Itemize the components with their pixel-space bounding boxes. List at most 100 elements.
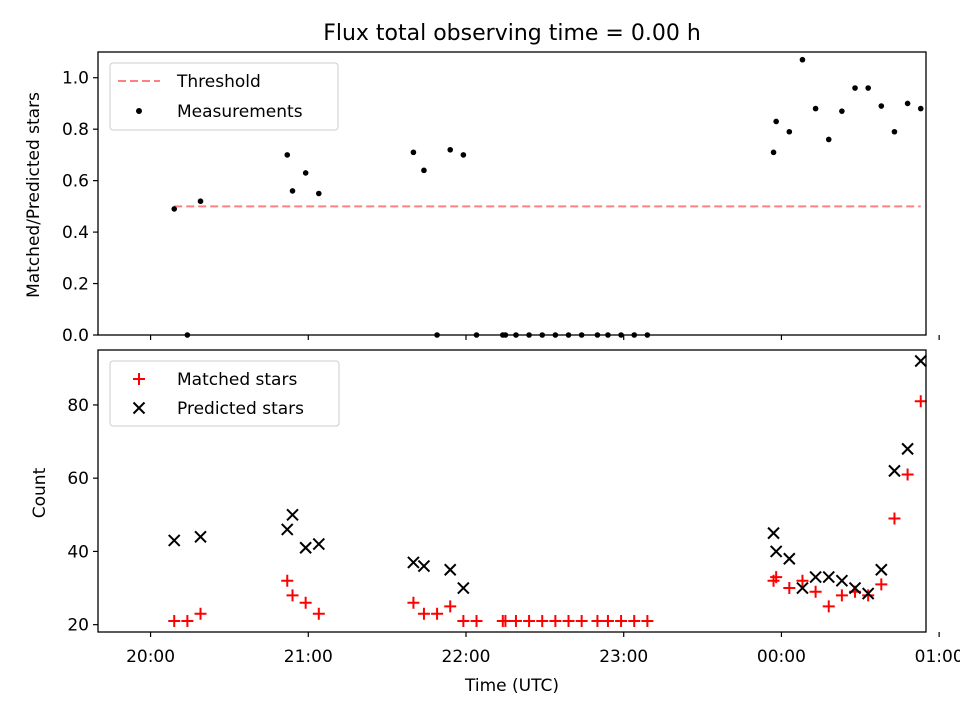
matched-stars-point bbox=[796, 574, 809, 587]
predicted-stars-point bbox=[286, 508, 299, 522]
legend-predicted-label: Predicted stars bbox=[177, 399, 304, 419]
matched-stars-point bbox=[286, 589, 299, 602]
matched-stars-point bbox=[783, 582, 796, 595]
predicted-stars-point bbox=[809, 570, 822, 584]
matched-stars-point bbox=[901, 468, 914, 481]
measurement-point bbox=[852, 85, 858, 91]
matched-stars-point bbox=[417, 607, 430, 620]
bottom-legend: Matched stars Predicted stars bbox=[109, 360, 340, 427]
predicted-stars-point bbox=[194, 530, 207, 543]
top-legend: Threshold Measurements bbox=[109, 62, 339, 131]
matched-stars-point bbox=[431, 607, 444, 620]
predicted-stars-point bbox=[796, 581, 809, 595]
measurement-point bbox=[865, 85, 871, 91]
measurement-point bbox=[825, 136, 832, 143]
bottom-plot-area: 20 40 60 80 20:00 21:00 22:00 23:00 00:00 01:00 bbox=[67, 354, 960, 667]
matched-stars-point bbox=[822, 600, 835, 613]
measurement-point bbox=[171, 206, 178, 212]
predicted-stars-point bbox=[767, 526, 780, 540]
matched-stars-point bbox=[591, 615, 604, 628]
measurement-point bbox=[891, 128, 898, 135]
measurement-point bbox=[447, 146, 454, 153]
matched-stars-point bbox=[181, 615, 194, 628]
matched-stars-point bbox=[457, 615, 470, 628]
bottom-x-tick-label: 23:00 bbox=[599, 647, 648, 667]
matched-stars-point bbox=[168, 615, 181, 628]
predicted-stars-point bbox=[168, 534, 181, 547]
top-y-axis-label: Matched/Predicted stars bbox=[24, 92, 44, 298]
measurement-point bbox=[284, 152, 291, 158]
measurement-point bbox=[917, 105, 924, 112]
bottom-x-tick-label: 00:00 bbox=[757, 647, 806, 667]
top-axes-frame bbox=[97, 51, 927, 336]
top-y-tick-label: 0.4 bbox=[62, 223, 89, 243]
matched-stars-point bbox=[888, 512, 901, 525]
measurement-point bbox=[410, 149, 417, 156]
matched-stars-point bbox=[549, 615, 562, 628]
matched-stars-point bbox=[575, 615, 588, 628]
matched-stars-point bbox=[835, 589, 848, 602]
measurement-point bbox=[799, 56, 806, 63]
top-y-tick-label: 0.0 bbox=[62, 326, 89, 346]
top-y-tick-label: 0.8 bbox=[62, 120, 89, 140]
predicted-stars-point bbox=[875, 563, 888, 576]
matched-stars-point bbox=[407, 596, 420, 609]
matched-stars-point bbox=[601, 615, 614, 628]
measurement-point bbox=[839, 108, 845, 114]
top-y-tick-label: 0.2 bbox=[62, 275, 89, 295]
predicted-stars-point bbox=[888, 464, 901, 478]
legend-predicted-swatch bbox=[132, 401, 146, 415]
predicted-stars-point bbox=[769, 545, 783, 558]
top-y-tick-label: 1.0 bbox=[62, 69, 89, 89]
bottom-legend-box bbox=[109, 360, 340, 427]
predicted-stars-point bbox=[407, 556, 420, 569]
predicted-stars-point bbox=[848, 581, 862, 595]
measurement-point bbox=[770, 149, 777, 156]
matched-stars-point bbox=[536, 615, 549, 628]
bottom-x-tick-label: 22:00 bbox=[442, 647, 491, 667]
measurement-point bbox=[289, 188, 296, 194]
matched-stars-point bbox=[281, 574, 294, 587]
predicted-stars-point bbox=[312, 537, 326, 551]
chart-title: Flux total observing time = 0.00 h bbox=[323, 21, 701, 46]
predicted-stars-point bbox=[444, 563, 457, 576]
predicted-stars-point bbox=[783, 552, 796, 565]
matched-stars-point bbox=[862, 589, 875, 602]
matched-stars-point bbox=[809, 585, 822, 598]
predicted-stars-point bbox=[901, 442, 914, 456]
matched-stars-point bbox=[194, 607, 207, 620]
matched-stars-point bbox=[770, 571, 783, 584]
legend-matched-swatch bbox=[133, 373, 145, 385]
top-plot-area: 0.0 0.2 0.4 0.6 0.8 1.0 bbox=[62, 56, 940, 346]
bottom-x-tick-label: 01:00 bbox=[915, 647, 960, 667]
measurement-point bbox=[904, 100, 911, 107]
measurement-point bbox=[812, 105, 819, 112]
matched-stars-point bbox=[628, 615, 641, 628]
predicted-stars-point bbox=[822, 570, 835, 584]
measurement-point bbox=[786, 128, 793, 135]
bottom-axes-frame bbox=[97, 349, 927, 633]
top-y-tick-label: 0.6 bbox=[62, 172, 89, 192]
legend-measurements-swatch bbox=[136, 108, 142, 114]
matched-stars-point bbox=[914, 395, 927, 408]
matched-stars-point bbox=[615, 615, 628, 628]
bottom-x-axis-label: Time (UTC) bbox=[464, 676, 559, 696]
predicted-stars-point bbox=[914, 354, 927, 368]
measurement-point bbox=[316, 190, 322, 197]
matched-stars-point bbox=[509, 615, 522, 628]
bottom-y-tick-label: 40 bbox=[67, 542, 89, 562]
predicted-stars-point bbox=[299, 541, 312, 554]
bottom-y-axis-label: Count bbox=[30, 467, 50, 518]
matched-stars-point bbox=[641, 615, 654, 628]
matched-stars-point bbox=[444, 600, 457, 613]
measurement-point bbox=[878, 103, 885, 109]
legend-measurements-label: Measurements bbox=[177, 102, 303, 122]
matched-stars-point bbox=[470, 615, 483, 628]
predicted-stars-point bbox=[457, 581, 470, 595]
measurement-point bbox=[460, 152, 467, 158]
legend-threshold-label: Threshold bbox=[176, 72, 261, 92]
matched-stars-point bbox=[312, 607, 325, 620]
bottom-y-tick-label: 80 bbox=[67, 396, 89, 416]
bottom-x-tick-label: 21:00 bbox=[284, 647, 333, 667]
